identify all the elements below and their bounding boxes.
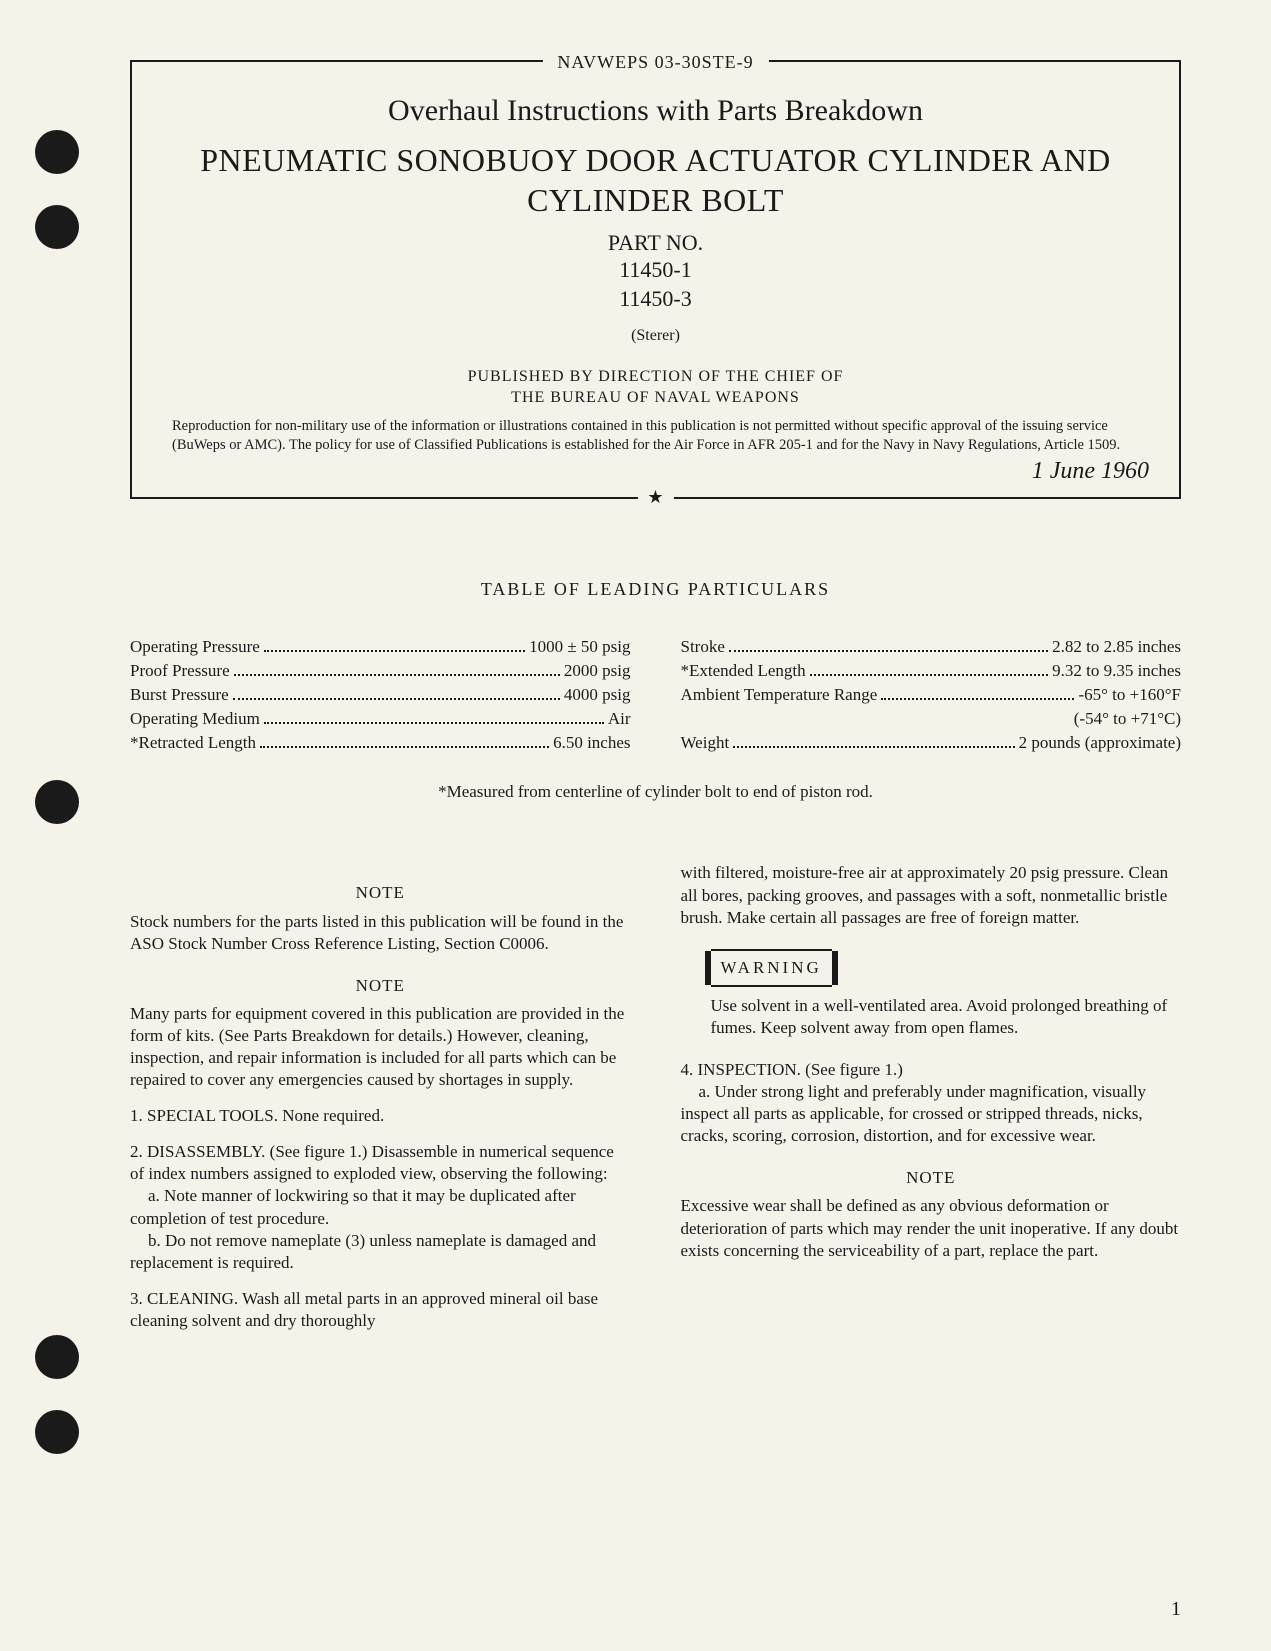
punch-hole <box>35 780 79 824</box>
particular-label: Weight <box>681 731 730 755</box>
particular-row: *Retracted Length 6.50 inches <box>130 731 631 755</box>
punch-hole <box>35 130 79 174</box>
particular-value: -65° to +160°F <box>1078 683 1181 707</box>
doc-id-wrapper: NAVWEPS 03-30STE-9 <box>542 52 768 73</box>
leader-dots <box>234 674 560 676</box>
particular-label: Burst Pressure <box>130 683 229 707</box>
note-3: Excessive wear shall be defined as any o… <box>681 1195 1182 1261</box>
particular-label: Ambient Temperature Range <box>681 683 878 707</box>
warning-text: Use solvent in a well-ventilated area. A… <box>711 995 1182 1039</box>
section-4: 4. INSPECTION. (See figure 1.) a. Under … <box>681 1059 1182 1147</box>
particulars-right-col: Stroke 2.82 to 2.85 inches *Extended Len… <box>681 635 1182 754</box>
sterer: (Sterer) <box>162 327 1149 345</box>
part-no-1: 11450-1 <box>162 256 1149 285</box>
particular-row: Operating Pressure 1000 ± 50 psig <box>130 635 631 659</box>
temp-sub-value: (-54° to +71°C) <box>681 707 1182 731</box>
page-number: 1 <box>1171 1598 1181 1621</box>
leader-dots <box>260 746 549 748</box>
particular-row: Stroke 2.82 to 2.85 inches <box>681 635 1182 659</box>
star-divider: ★ <box>637 487 673 508</box>
sec2b: b. Do not remove nameplate (3) unless na… <box>130 1230 631 1274</box>
particular-value: 2 pounds (approximate) <box>1019 731 1181 755</box>
sec4-text: 4. INSPECTION. (See figure 1.) <box>681 1060 903 1079</box>
note-1: Stock numbers for the parts listed in th… <box>130 911 631 955</box>
particular-row: *Extended Length 9.32 to 9.35 inches <box>681 659 1182 683</box>
leader-dots <box>264 722 604 724</box>
particular-value: 6.50 inches <box>553 731 630 755</box>
body-left-col: NOTE Stock numbers for the parts listed … <box>130 862 631 1346</box>
particular-value: 2000 psig <box>564 659 631 683</box>
particular-value: 4000 psig <box>564 683 631 707</box>
particular-label: Operating Medium <box>130 707 260 731</box>
particulars-left-col: Operating Pressure 1000 ± 50 psig Proof … <box>130 635 631 754</box>
leader-dots <box>733 746 1014 748</box>
publication-date: 1 June 1960 <box>162 458 1149 485</box>
particular-value: Air <box>608 707 631 731</box>
body-right-col: with filtered, moisture-free air at appr… <box>681 862 1182 1346</box>
leader-dots <box>233 698 560 700</box>
sec4a: a. Under strong light and preferably und… <box>681 1081 1182 1147</box>
particular-value: 1000 ± 50 psig <box>529 635 630 659</box>
punch-hole <box>35 1410 79 1454</box>
leader-dots <box>264 650 525 652</box>
table-title: TABLE OF LEADING PARTICULARS <box>130 579 1181 600</box>
particular-label: *Retracted Length <box>130 731 256 755</box>
subtitle: Overhaul Instructions with Parts Breakdo… <box>162 94 1149 128</box>
particular-value: 2.82 to 2.85 inches <box>1052 635 1181 659</box>
particular-value: 9.32 to 9.35 inches <box>1052 659 1181 683</box>
leader-dots <box>810 674 1048 676</box>
particular-label: Proof Pressure <box>130 659 230 683</box>
particular-label: Operating Pressure <box>130 635 260 659</box>
punch-hole <box>35 205 79 249</box>
punch-hole <box>35 1335 79 1379</box>
section-2: 2. DISASSEMBLY. (See figure 1.) Disassem… <box>130 1141 631 1274</box>
reproduction-notice: Reproduction for non-military use of the… <box>162 417 1149 455</box>
table-footnote: *Measured from centerline of cylinder bo… <box>130 782 1181 802</box>
particulars-table: Operating Pressure 1000 ± 50 psig Proof … <box>130 635 1181 754</box>
section-3-start: 3. CLEANING. Wash all metal parts in an … <box>130 1288 631 1332</box>
part-no-2: 11450-3 <box>162 285 1149 314</box>
section-3-cont: with filtered, moisture-free air at appr… <box>681 862 1182 928</box>
particular-label: Stroke <box>681 635 725 659</box>
published-line-1: PUBLISHED BY DIRECTION OF THE CHIEF OF <box>162 367 1149 388</box>
particular-row: Weight 2 pounds (approximate) <box>681 731 1182 755</box>
particular-row: Operating Medium Air <box>130 707 631 731</box>
particular-row: Ambient Temperature Range -65° to +160°F <box>681 683 1182 707</box>
header-box: NAVWEPS 03-30STE-9 Overhaul Instructions… <box>130 60 1181 499</box>
sec2-text: 2. DISASSEMBLY. (See figure 1.) Disassem… <box>130 1142 614 1183</box>
note-2: Many parts for equipment covered in this… <box>130 1003 631 1091</box>
note-heading: NOTE <box>681 1167 1182 1189</box>
body-columns: NOTE Stock numbers for the parts listed … <box>130 862 1181 1346</box>
sec2a: a. Note manner of lockwiring so that it … <box>130 1185 631 1229</box>
particular-row: Proof Pressure 2000 psig <box>130 659 631 683</box>
particular-label: *Extended Length <box>681 659 806 683</box>
note-heading: NOTE <box>130 975 631 997</box>
main-title: PNEUMATIC SONOBUOY DOOR ACTUATOR CYLINDE… <box>162 140 1149 220</box>
part-no-label: PART NO. <box>162 230 1149 256</box>
particular-row: Burst Pressure 4000 psig <box>130 683 631 707</box>
warning-box: WARNING <box>711 951 832 985</box>
section-1: 1. SPECIAL TOOLS. None required. <box>130 1105 631 1127</box>
leader-dots <box>729 650 1048 652</box>
note-heading: NOTE <box>130 882 631 904</box>
leader-dots <box>881 698 1074 700</box>
document-id: NAVWEPS 03-30STE-9 <box>557 52 753 72</box>
published-line-2: THE BUREAU OF NAVAL WEAPONS <box>162 388 1149 409</box>
published-by: PUBLISHED BY DIRECTION OF THE CHIEF OF T… <box>162 367 1149 409</box>
